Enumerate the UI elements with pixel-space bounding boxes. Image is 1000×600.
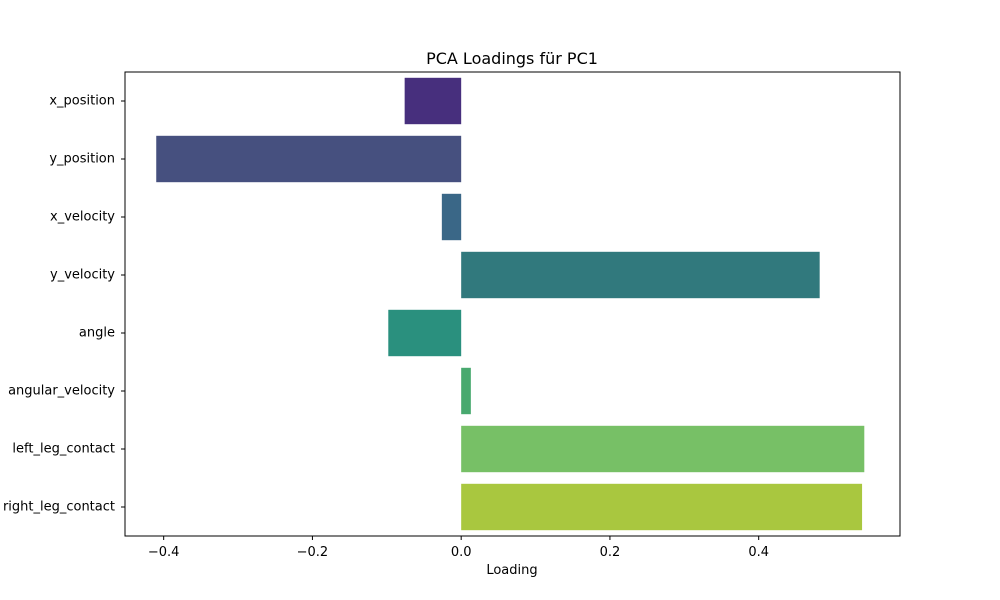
x-axis-title: Loading (486, 563, 537, 578)
x-tick-label: 0.0 (451, 545, 472, 560)
bar-y-position (156, 135, 462, 183)
bar-x-velocity (441, 193, 462, 241)
y-tick-label: y_position (49, 152, 115, 167)
y-tick-label: angle (79, 326, 115, 341)
y-tick-label: y_velocity (50, 268, 115, 283)
y-tick-label: right_leg_contact (3, 500, 115, 515)
x-tick-label: −0.4 (148, 545, 180, 560)
bar-angle (388, 309, 462, 357)
x-tick-label: 0.2 (600, 545, 621, 560)
bar-left-leg-contact (461, 425, 865, 473)
y-axis: x_position y_position x_velocity y_velocity… (3, 94, 125, 515)
bars-group (156, 77, 865, 531)
y-tick-label: angular_velocity (8, 384, 115, 399)
plot-frame (124, 71, 901, 537)
y-tick-label: x_position (49, 94, 115, 109)
bar-right-leg-contact (461, 483, 863, 531)
chart-title: PCA Loadings für PC1 (426, 49, 598, 68)
x-tick-label: −0.2 (297, 545, 329, 560)
y-tick-label: left_leg_contact (12, 442, 115, 457)
x-axis: −0.4 −0.2 0.0 0.2 0.4 (148, 536, 769, 560)
bar-angular-velocity (461, 367, 471, 415)
bar-x-position (404, 77, 462, 125)
bar-y-velocity (461, 251, 820, 299)
y-tick-label: x_velocity (50, 210, 115, 225)
x-tick-label: 0.4 (748, 545, 769, 560)
